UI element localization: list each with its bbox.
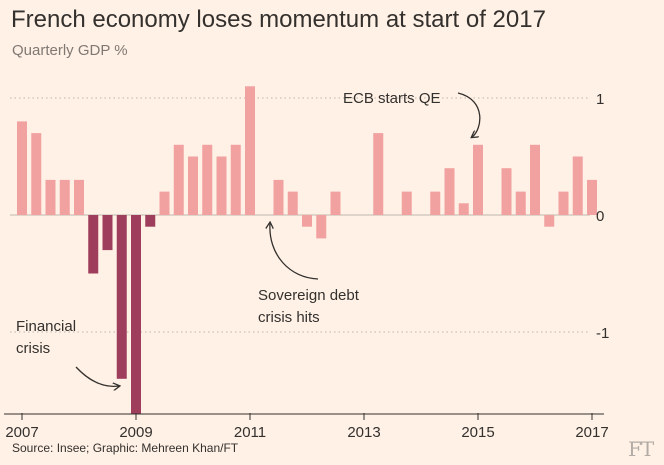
x-tick-label: 2011 xyxy=(234,424,266,441)
bar-2007-q3 xyxy=(45,179,56,215)
bar-2015-q1 xyxy=(473,144,483,215)
bar-2009-q3 xyxy=(159,191,170,215)
bar-2010-q1 xyxy=(188,156,198,215)
bar-2017-q1 xyxy=(587,179,597,215)
x-tick-label: 2015 xyxy=(461,424,494,441)
x-tick-label: 2009 xyxy=(119,424,152,441)
bar-2007-q4 xyxy=(59,179,70,215)
bar-2009-q2 xyxy=(145,215,156,227)
annotation-sovereign-debt-label: crisis hits xyxy=(258,309,320,326)
annotation-ecb-qe-arrow xyxy=(457,92,481,137)
chart-title: French economy loses momentum at start o… xyxy=(11,6,546,33)
bar-2016-q3 xyxy=(558,191,569,215)
source-note: Source: Insee; Graphic: Mehreen Khan/FT xyxy=(12,441,239,455)
bar-2016-q1 xyxy=(530,144,540,215)
y-tick-label: -1 xyxy=(596,325,609,342)
bar-2010-q2 xyxy=(202,144,213,215)
bar-2014-q3 xyxy=(444,168,455,215)
bar-2010-q3 xyxy=(216,156,227,215)
bar-2007-q1 xyxy=(17,121,27,215)
bar-2016-q2 xyxy=(544,215,555,227)
annotation-sovereign-debt-arrow xyxy=(270,223,319,280)
bar-2012-q2 xyxy=(316,215,327,239)
annotation-sovereign-debt-label: Sovereign debt xyxy=(258,287,360,304)
bar-2012-q3 xyxy=(330,191,341,215)
y-tick-label: 0 xyxy=(596,208,604,225)
bar-2011-q1 xyxy=(245,86,255,215)
bar-2009-q1 xyxy=(131,215,141,414)
x-tick-label: 2007 xyxy=(5,424,38,441)
annotation-financial-crisis-label: Financial xyxy=(16,318,76,335)
bar-2010-q4 xyxy=(230,144,241,215)
bar-2007-q2 xyxy=(31,133,42,215)
chart-subtitle: Quarterly GDP % xyxy=(12,42,128,59)
annotation-financial-crisis-arrow xyxy=(75,366,119,386)
bar-2009-q4 xyxy=(173,144,184,215)
annotation-financial-crisis-label: crisis xyxy=(16,340,50,357)
bar-2011-q3 xyxy=(273,179,284,215)
bar-2015-q3 xyxy=(501,168,512,215)
ft-logo: FT xyxy=(628,437,654,461)
x-tick-label: 2013 xyxy=(347,424,380,441)
bar-2008-q4 xyxy=(116,215,127,379)
bar-2008-q3 xyxy=(102,215,113,251)
bar-2016-q4 xyxy=(572,156,583,215)
bar-2011-q4 xyxy=(287,191,298,215)
bar-2014-q2 xyxy=(430,191,441,215)
y-tick-label: 1 xyxy=(596,91,604,108)
annotation-ecb-qe-label: ECB starts QE xyxy=(343,90,441,107)
bar-2013-q4 xyxy=(401,191,412,215)
bar-2013-q2 xyxy=(373,133,384,215)
x-tick-label: 2017 xyxy=(575,424,608,441)
bar-2015-q4 xyxy=(515,191,526,215)
bar-2014-q4 xyxy=(458,203,469,215)
bar-2012-q1 xyxy=(302,215,312,227)
bar-2008-q2 xyxy=(88,215,99,274)
bar-2008-q1 xyxy=(74,179,84,215)
